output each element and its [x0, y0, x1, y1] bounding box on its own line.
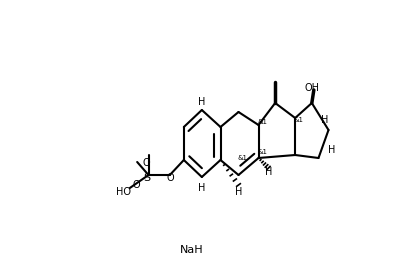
Text: H: H — [198, 97, 206, 107]
Text: NaH: NaH — [180, 245, 203, 255]
Text: O: O — [133, 180, 140, 190]
Text: &1: &1 — [237, 155, 247, 161]
Text: HO: HO — [115, 187, 131, 197]
Text: &1: &1 — [294, 117, 304, 123]
Text: H: H — [235, 187, 242, 197]
Text: H: H — [321, 115, 329, 125]
Text: H: H — [265, 167, 272, 177]
Text: H: H — [328, 145, 335, 155]
Text: &1: &1 — [257, 119, 267, 125]
Text: OH: OH — [304, 83, 319, 93]
Text: H: H — [198, 183, 206, 193]
Text: O: O — [142, 158, 150, 168]
Text: &1: &1 — [257, 149, 267, 155]
Text: S: S — [143, 173, 151, 183]
Text: O: O — [166, 173, 173, 183]
